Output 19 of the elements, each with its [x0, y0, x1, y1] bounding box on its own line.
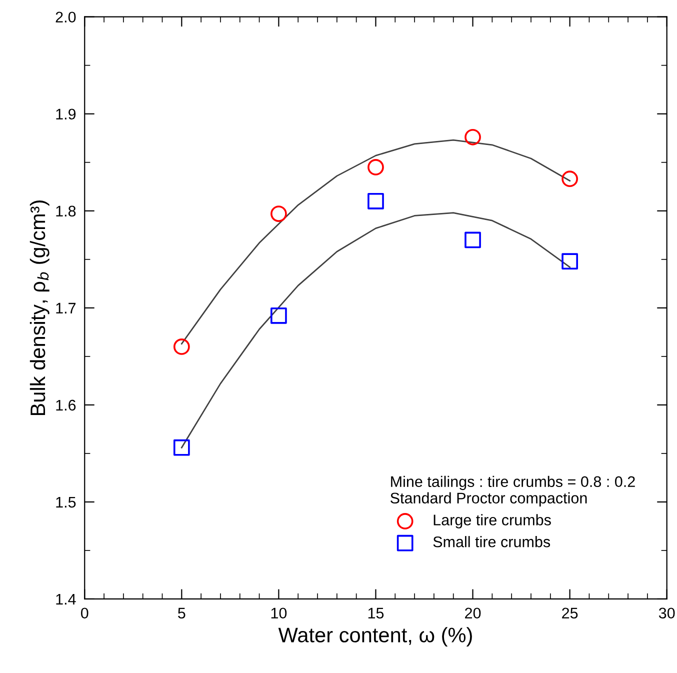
y-tick-label: 1.5: [56, 496, 76, 508]
y-tick-label: 1.9: [56, 108, 76, 120]
legend-label: Large tire crumbs: [434, 514, 551, 528]
x-tick-label: 15: [368, 608, 384, 619]
x-tick-label: 0: [80, 608, 88, 619]
x-tick-label: 10: [271, 608, 287, 619]
y-tick-label: 2.0: [56, 12, 76, 23]
legend-title: Mine tailings : tire crumbs = 0.8 : 0.2 Standard Proctor compaction: [390, 476, 635, 507]
x-tick-label: 5: [178, 608, 186, 619]
y-tick-label: 1.4: [56, 594, 76, 605]
x-tick-label: 20: [465, 608, 481, 619]
y-axis-title: Bulk density, ρ$_{b}$ (g/cm³): [30, 200, 50, 416]
x-tick-label: 25: [562, 608, 578, 619]
legend-label: Small tire crumbs: [433, 536, 550, 548]
x-axis-title: Water content, ω (%): [278, 627, 472, 647]
y-tick-label: 1.7: [56, 302, 76, 314]
x-tick-label: 30: [658, 608, 675, 619]
y-tick-label: 1.8: [56, 206, 76, 217]
y-tick-label: 1.6: [56, 400, 76, 411]
